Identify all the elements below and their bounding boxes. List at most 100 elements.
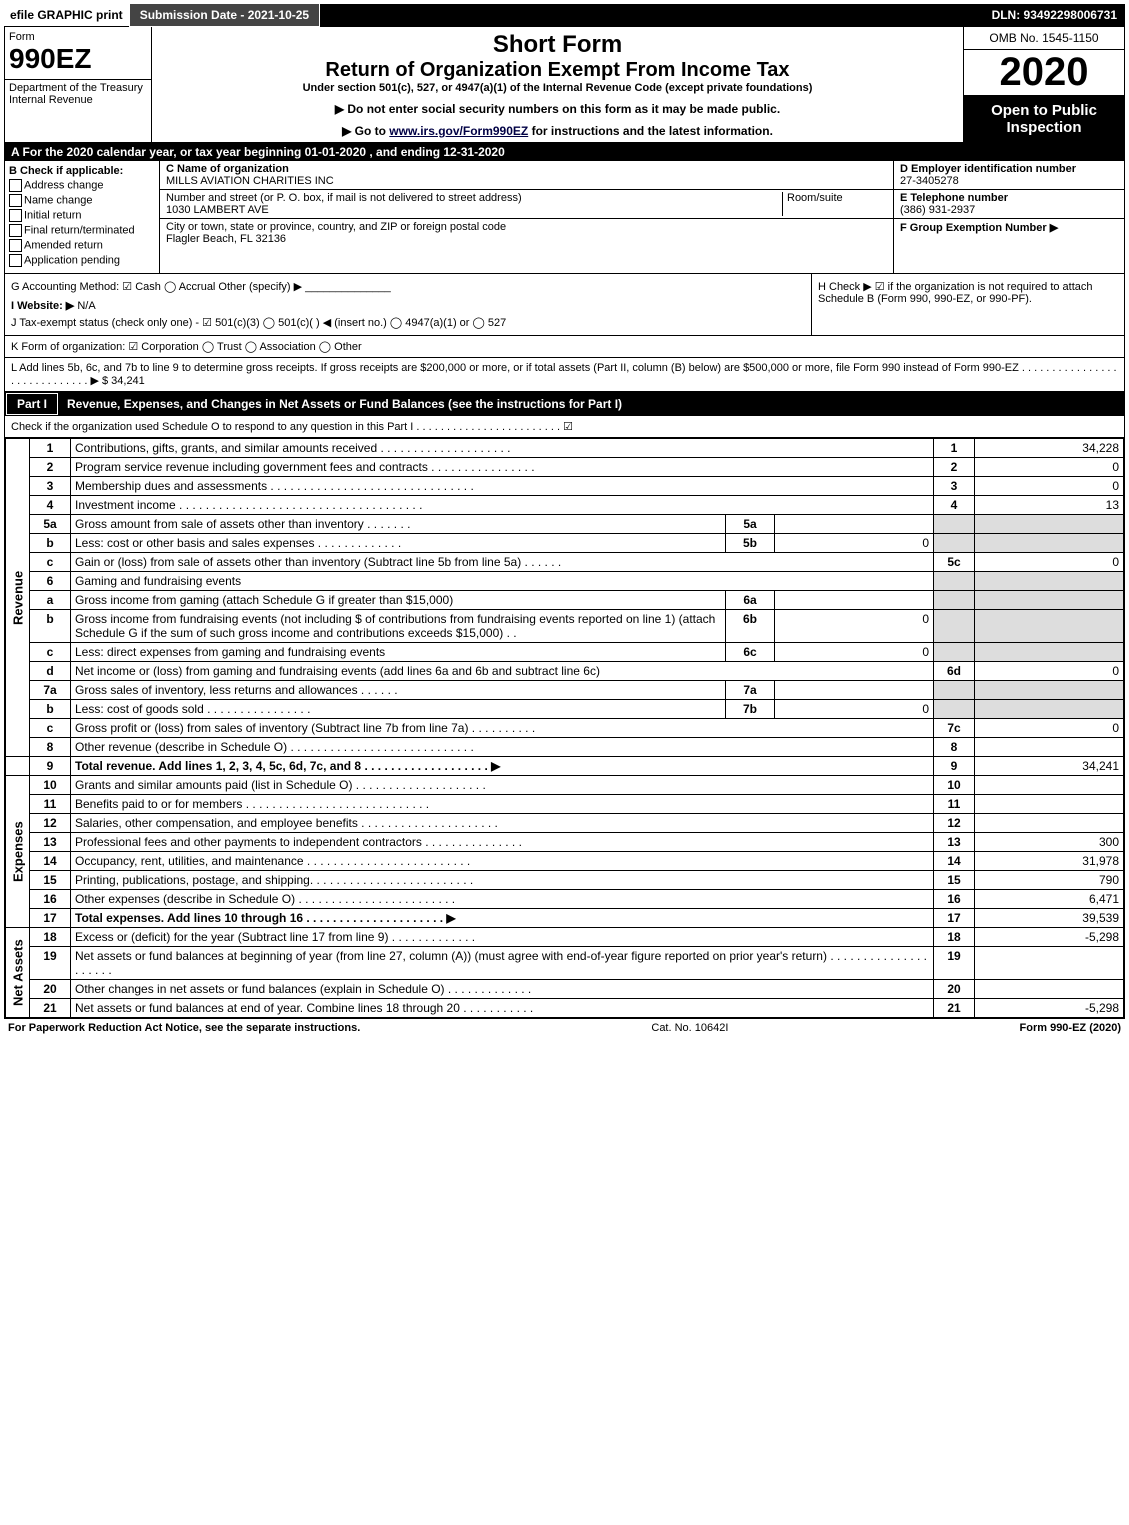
line-rnum	[934, 681, 975, 700]
line-num: 6	[30, 572, 71, 591]
col-def: D Employer identification number 27-3405…	[893, 161, 1124, 273]
line-desc: Benefits paid to or for members . . . . …	[71, 795, 934, 814]
line-num: 11	[30, 795, 71, 814]
line-amt	[975, 534, 1124, 553]
line-amt	[975, 814, 1124, 833]
sub-label: 7a	[726, 681, 775, 700]
chk-initial-return-label: Initial return	[24, 209, 81, 221]
accounting-method: G Accounting Method: ☑ Cash ◯ Accrual Ot…	[11, 280, 805, 293]
line-amt: 6,471	[975, 890, 1124, 909]
line-amt: 31,978	[975, 852, 1124, 871]
line-num: d	[30, 662, 71, 681]
tax-year: 2020	[964, 50, 1124, 96]
line-amt	[975, 681, 1124, 700]
line-amt: 0	[975, 553, 1124, 572]
line-num: 12	[30, 814, 71, 833]
line-desc: Less: cost of goods sold . . . . . . . .…	[71, 700, 726, 719]
efile-graphic-print[interactable]: efile GRAPHIC print	[4, 4, 129, 26]
group-exemption-label: F Group Exemption Number ▶	[900, 222, 1058, 234]
street-cell: Number and street (or P. O. box, if mail…	[160, 190, 893, 219]
line-desc: Less: cost or other basis and sales expe…	[71, 534, 726, 553]
col-c-org-info: C Name of organization MILLS AVIATION CH…	[160, 161, 893, 273]
sub-value	[775, 515, 934, 534]
line-num: 5a	[30, 515, 71, 534]
line-num: c	[30, 643, 71, 662]
line-desc: Salaries, other compensation, and employ…	[71, 814, 934, 833]
line-amt: 39,539	[975, 909, 1124, 928]
line-num: 8	[30, 738, 71, 757]
col-b-title: B Check if applicable:	[9, 165, 155, 177]
line-desc: Other changes in net assets or fund bala…	[71, 980, 934, 999]
sub-label: 6c	[726, 643, 775, 662]
under-section: Under section 501(c), 527, or 4947(a)(1)…	[156, 82, 959, 94]
line-rnum: 19	[934, 947, 975, 980]
line-desc: Net assets or fund balances at end of ye…	[71, 999, 934, 1018]
line-rnum	[934, 610, 975, 643]
chk-name-change[interactable]: Name change	[9, 194, 155, 207]
return-title: Return of Organization Exempt From Incom…	[156, 59, 959, 82]
line-desc: Investment income . . . . . . . . . . . …	[71, 496, 934, 515]
line-desc: Program service revenue including govern…	[71, 458, 934, 477]
line-desc: Other revenue (describe in Schedule O) .…	[71, 738, 934, 757]
dln: DLN: 93492298006731	[992, 8, 1125, 22]
ein-sec: D Employer identification number 27-3405…	[894, 161, 1124, 190]
line-amt	[975, 738, 1124, 757]
irs-link[interactable]: www.irs.gov/Form990EZ	[389, 124, 528, 138]
line-desc: Net income or (loss) from gaming and fun…	[71, 662, 934, 681]
line-rnum: 4	[934, 496, 975, 515]
chk-application-pending-label: Application pending	[24, 254, 120, 266]
line-desc: Occupancy, rent, utilities, and maintena…	[71, 852, 934, 871]
chk-name-change-label: Name change	[24, 194, 93, 206]
line-num: 19	[30, 947, 71, 980]
goto-post: for instructions and the latest informat…	[528, 124, 773, 138]
chk-amended-return[interactable]: Amended return	[9, 239, 155, 252]
line-desc: Gross profit or (loss) from sales of inv…	[71, 719, 934, 738]
line-num: 10	[30, 776, 71, 795]
header-mid: Short Form Return of Organization Exempt…	[152, 27, 963, 142]
line-num: 1	[30, 439, 71, 458]
form-footer-label: Form 990-EZ (2020)	[1020, 1022, 1121, 1034]
line-amt: 790	[975, 871, 1124, 890]
line-amt: 0	[975, 458, 1124, 477]
chk-application-pending[interactable]: Application pending	[9, 254, 155, 267]
chk-initial-return[interactable]: Initial return	[9, 209, 155, 222]
line-desc: Gaming and fundraising events	[71, 572, 934, 591]
city-cell: City or town, state or province, country…	[160, 219, 893, 247]
line-desc: Less: direct expenses from gaming and fu…	[71, 643, 726, 662]
line-num: 3	[30, 477, 71, 496]
line-num: b	[30, 610, 71, 643]
chk-address-change[interactable]: Address change	[9, 179, 155, 192]
dept-treasury: Department of the Treasury Internal Reve…	[5, 79, 151, 110]
form-header: Form 990EZ Department of the Treasury In…	[5, 27, 1124, 143]
line-rnum	[934, 572, 975, 591]
sub-value	[775, 591, 934, 610]
street-value: 1030 LAMBERT AVE	[166, 204, 269, 216]
org-name-label: C Name of organization	[166, 163, 289, 175]
line-amt	[975, 776, 1124, 795]
line-amt: -5,298	[975, 928, 1124, 947]
group-exemption-sec: F Group Exemption Number ▶	[894, 219, 1124, 236]
line-num: 4	[30, 496, 71, 515]
chk-amended-return-label: Amended return	[24, 239, 103, 251]
phone-label: E Telephone number	[900, 192, 1008, 204]
line-desc: Other expenses (describe in Schedule O) …	[71, 890, 934, 909]
chk-final-return[interactable]: Final return/terminated	[9, 224, 155, 237]
website-value: N/A	[77, 300, 95, 312]
phone-value: (386) 931-2937	[900, 204, 975, 216]
revenue-section-label: Revenue	[6, 439, 30, 757]
line-num: a	[30, 591, 71, 610]
line-desc: Total expenses. Add lines 10 through 16 …	[71, 909, 934, 928]
open-public-inspection: Open to Public Inspection	[964, 96, 1124, 142]
row-k-org-form: K Form of organization: ☑ Corporation ◯ …	[5, 336, 1124, 358]
line-rnum: 15	[934, 871, 975, 890]
part-i-table: Revenue 1 Contributions, gifts, grants, …	[5, 438, 1124, 1018]
line-rnum	[934, 700, 975, 719]
tax-exempt-status: J Tax-exempt status (check only one) - ☑…	[11, 316, 805, 329]
line-num: 7a	[30, 681, 71, 700]
omb-number: OMB No. 1545-1150	[964, 27, 1124, 50]
line-rnum: 21	[934, 999, 975, 1018]
line-rnum: 7c	[934, 719, 975, 738]
line-num: 18	[30, 928, 71, 947]
sub-label: 6b	[726, 610, 775, 643]
line-desc: Printing, publications, postage, and shi…	[71, 871, 934, 890]
